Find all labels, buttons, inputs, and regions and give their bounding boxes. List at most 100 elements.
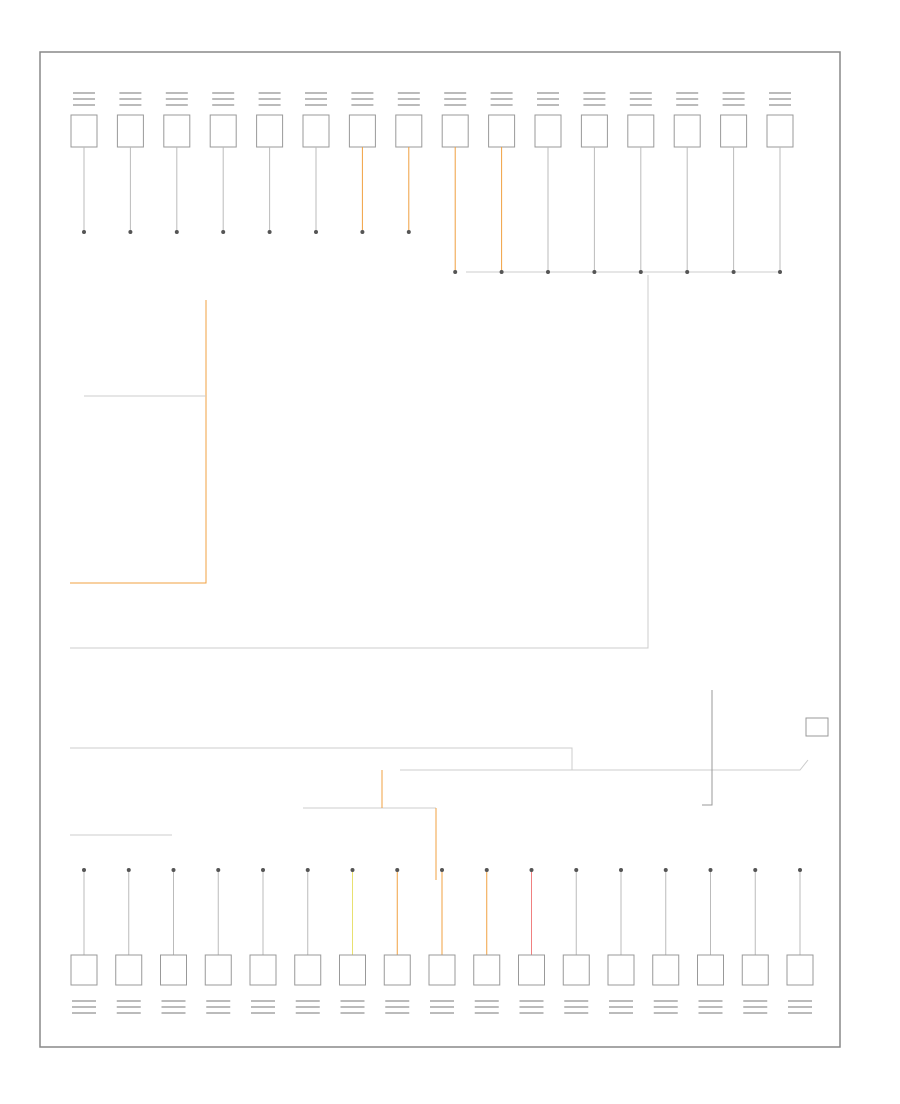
label-placeholder [212,98,235,100]
label-placeholder [519,1012,544,1014]
connector [627,114,655,148]
splice [261,868,265,872]
label-placeholder [397,98,420,100]
splice [305,868,310,872]
connector [607,954,635,986]
splice [685,270,690,274]
label-placeholder [537,98,559,100]
connector [697,954,724,986]
connector [70,954,98,986]
splice [82,230,86,234]
label-placeholder [258,104,281,106]
label-placeholder [583,92,606,94]
label-placeholder [116,1006,141,1008]
label-placeholder [519,1006,544,1008]
bus-wire [702,690,713,806]
label-placeholder [161,1012,186,1014]
connector [302,114,330,148]
label-placeholder [161,1006,186,1008]
splice [708,868,713,872]
splice [82,868,86,872]
label-placeholder [474,1006,499,1008]
splice [171,868,176,872]
label-placeholder [698,1012,723,1014]
label-placeholder [788,1012,812,1014]
label-placeholder [676,98,699,100]
label-placeholder [397,92,420,94]
label-placeholder [519,1000,544,1002]
bus-wire [70,747,573,770]
label-placeholder [206,1000,231,1002]
label-placeholder [444,98,467,100]
label-placeholder [351,98,374,100]
label-placeholder [769,104,791,106]
label-placeholder [629,92,652,94]
label-placeholder [474,1012,499,1014]
connector [766,114,794,148]
connector [786,954,814,986]
connector [562,954,590,986]
connector [339,954,366,986]
label-placeholder [73,104,95,106]
label-placeholder [72,1012,96,1014]
connector [209,114,237,148]
label-placeholder [490,92,513,94]
label-placeholder [72,1000,96,1002]
label-placeholder [629,98,652,100]
label-placeholder [165,104,188,106]
label-placeholder [351,104,374,106]
label-placeholder [116,1000,141,1002]
label-placeholder [340,1006,365,1008]
connector [115,954,143,986]
label-placeholder [609,1006,633,1008]
label-placeholder [119,92,142,94]
connector [741,954,769,986]
splice [638,270,643,274]
splice [778,270,782,274]
splice [484,868,489,872]
splice [753,868,758,872]
splice [440,868,444,872]
bus-wire [70,300,207,584]
splice [529,868,534,872]
connector [249,954,277,986]
connector [518,954,545,986]
label-placeholder [722,92,745,94]
label-placeholder [251,1000,275,1002]
label-placeholder [165,92,188,94]
label-placeholder [564,1012,589,1014]
label-placeholder [609,1000,633,1002]
label-placeholder [340,1000,365,1002]
label-placeholder [119,104,142,106]
bus-wire [70,275,649,649]
splice [221,230,226,234]
label-placeholder [258,92,281,94]
label-placeholder [305,92,327,94]
connector [441,114,469,148]
label-placeholder [206,1006,231,1008]
label-placeholder [653,1012,678,1014]
connector [70,114,98,148]
label-placeholder [698,1006,723,1008]
label-placeholder [444,92,467,94]
connector [383,954,411,986]
label-placeholder [305,104,327,106]
label-placeholder [474,1000,499,1002]
label-placeholder [564,1006,589,1008]
splice [216,868,221,872]
label-placeholder [351,92,374,94]
label-placeholder [340,1012,365,1014]
connector [580,114,608,148]
splice [731,270,736,274]
splice [499,270,504,274]
label-placeholder [653,1000,678,1002]
component [805,717,829,737]
connector [473,954,501,986]
connector [428,954,456,986]
label-placeholder [722,104,745,106]
label-placeholder [583,98,606,100]
splice [267,230,272,234]
label-placeholder [490,98,513,100]
connector [395,114,423,148]
